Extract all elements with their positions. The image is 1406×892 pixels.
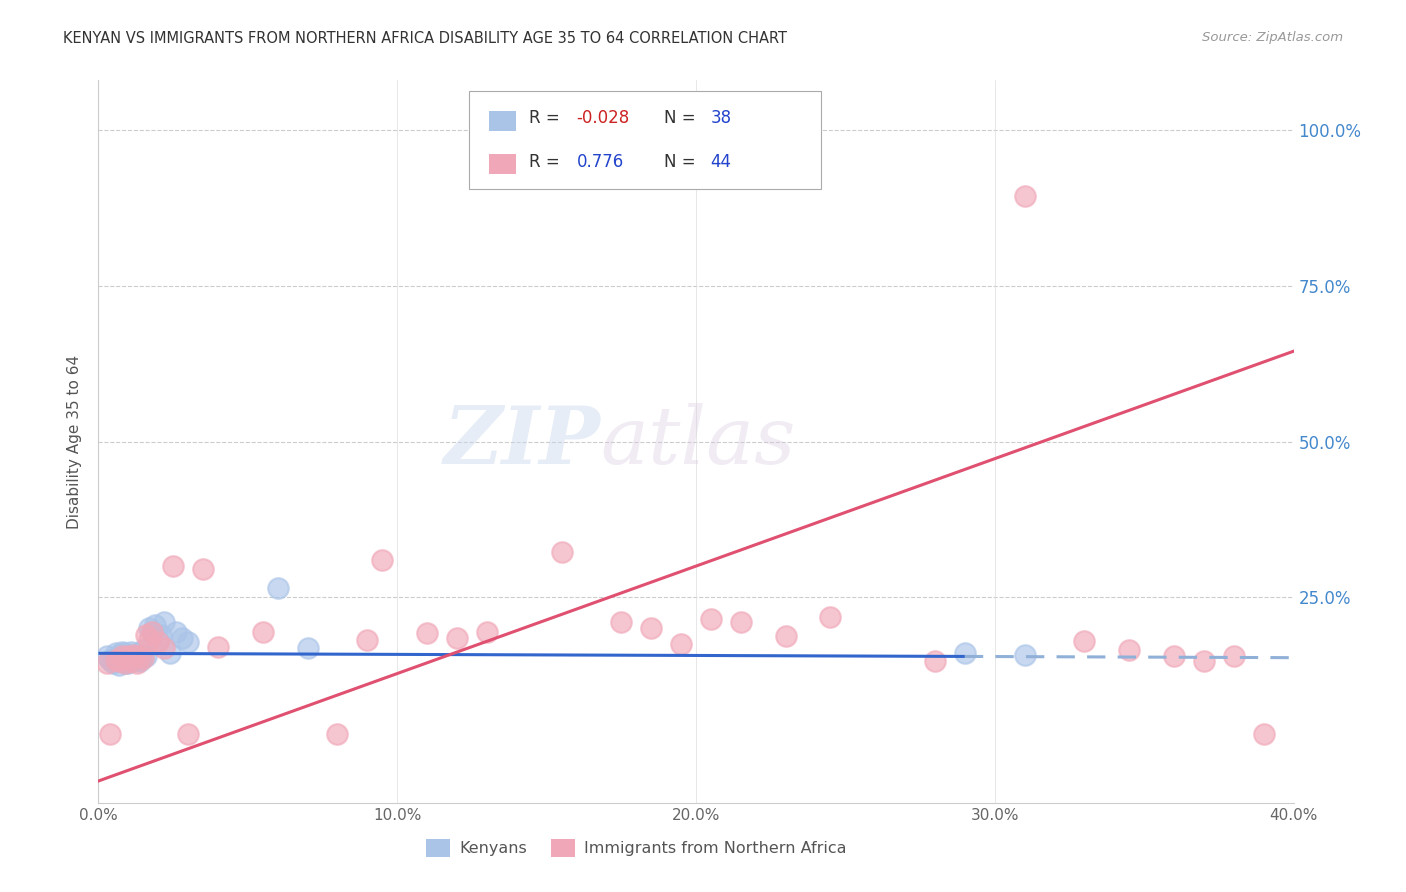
Point (165, 624, 187, 639)
Text: N =: N = (664, 153, 700, 170)
Point (475, 624, 498, 639)
Point (148, 633, 170, 648)
Point (953, 646, 976, 660)
Text: atlas: atlas (600, 403, 796, 480)
Point (120, 652, 142, 666)
Text: Source: ZipAtlas.com: Source: ZipAtlas.com (1202, 31, 1343, 45)
Point (117, 649, 139, 664)
Point (114, 656, 136, 670)
Point (924, 654, 946, 668)
Point (356, 632, 378, 647)
Point (132, 643, 155, 657)
Text: 0.776: 0.776 (576, 153, 624, 170)
Point (159, 646, 181, 660)
Point (138, 632, 160, 647)
Point (162, 559, 184, 574)
Point (124, 649, 146, 664)
Point (111, 645, 134, 659)
Text: R =: R = (529, 109, 565, 128)
Point (775, 629, 797, 643)
Point (138, 621, 160, 635)
Text: KENYAN VS IMMIGRANTS FROM NORTHERN AFRICA DISABILITY AGE 35 TO 64 CORRELATION CH: KENYAN VS IMMIGRANTS FROM NORTHERN AFRIC… (63, 31, 787, 46)
Point (177, 635, 200, 649)
Point (105, 646, 128, 660)
Point (153, 615, 176, 630)
Point (669, 637, 692, 651)
Point (108, 654, 131, 668)
Point (267, 581, 290, 595)
Point (700, 612, 723, 626)
Y-axis label: Disability Age 35 to 64: Disability Age 35 to 64 (67, 354, 83, 529)
Point (446, 631, 468, 645)
Point (129, 649, 152, 664)
Point (111, 649, 134, 664)
Point (172, 631, 194, 645)
Point (108, 657, 131, 672)
Point (127, 652, 149, 666)
Point (1253, 727, 1275, 741)
Point (135, 649, 157, 664)
Point (297, 641, 319, 656)
Point (1014, 188, 1036, 202)
Point (108, 648, 131, 662)
Point (148, 635, 170, 649)
Point (153, 641, 176, 656)
Point (1163, 649, 1185, 664)
Point (1014, 648, 1036, 662)
Point (610, 615, 633, 630)
Bar (489, 111, 516, 131)
Bar (489, 154, 516, 174)
Point (120, 654, 142, 668)
Point (150, 627, 173, 641)
Point (103, 656, 125, 670)
FancyBboxPatch shape (470, 91, 821, 189)
Point (143, 618, 166, 632)
Point (141, 624, 163, 639)
Text: -0.028: -0.028 (576, 109, 630, 128)
Point (141, 624, 163, 639)
Point (207, 640, 229, 654)
Point (96, 649, 118, 664)
Point (640, 621, 662, 635)
Point (96, 656, 118, 670)
Text: N =: N = (664, 109, 700, 128)
Point (129, 649, 152, 664)
Text: ZIP: ZIP (443, 403, 600, 480)
Point (129, 654, 152, 668)
Point (252, 624, 274, 639)
Point (191, 562, 214, 576)
Point (1192, 654, 1215, 668)
Text: 44: 44 (710, 153, 731, 170)
Point (98, 727, 122, 741)
Point (416, 626, 439, 640)
Point (105, 654, 128, 668)
Point (135, 627, 157, 641)
Point (127, 646, 149, 660)
Point (132, 651, 155, 665)
Point (105, 652, 128, 666)
Point (124, 654, 146, 668)
Point (1223, 649, 1246, 664)
Point (117, 656, 139, 670)
Point (114, 646, 136, 660)
Point (120, 645, 142, 659)
Point (371, 553, 394, 567)
Point (114, 656, 136, 670)
Legend: Kenyans, Immigrants from Northern Africa: Kenyans, Immigrants from Northern Africa (419, 832, 853, 863)
Point (550, 545, 572, 559)
Point (177, 727, 200, 741)
Point (127, 656, 149, 670)
Point (98, 652, 122, 666)
Point (326, 727, 349, 741)
Point (1073, 633, 1095, 648)
Point (132, 649, 155, 664)
Point (124, 648, 146, 662)
Text: 38: 38 (710, 109, 731, 128)
Point (111, 652, 134, 666)
Point (1118, 643, 1140, 657)
Point (730, 615, 752, 630)
Point (117, 649, 139, 664)
Text: R =: R = (529, 153, 565, 170)
Point (820, 610, 842, 624)
